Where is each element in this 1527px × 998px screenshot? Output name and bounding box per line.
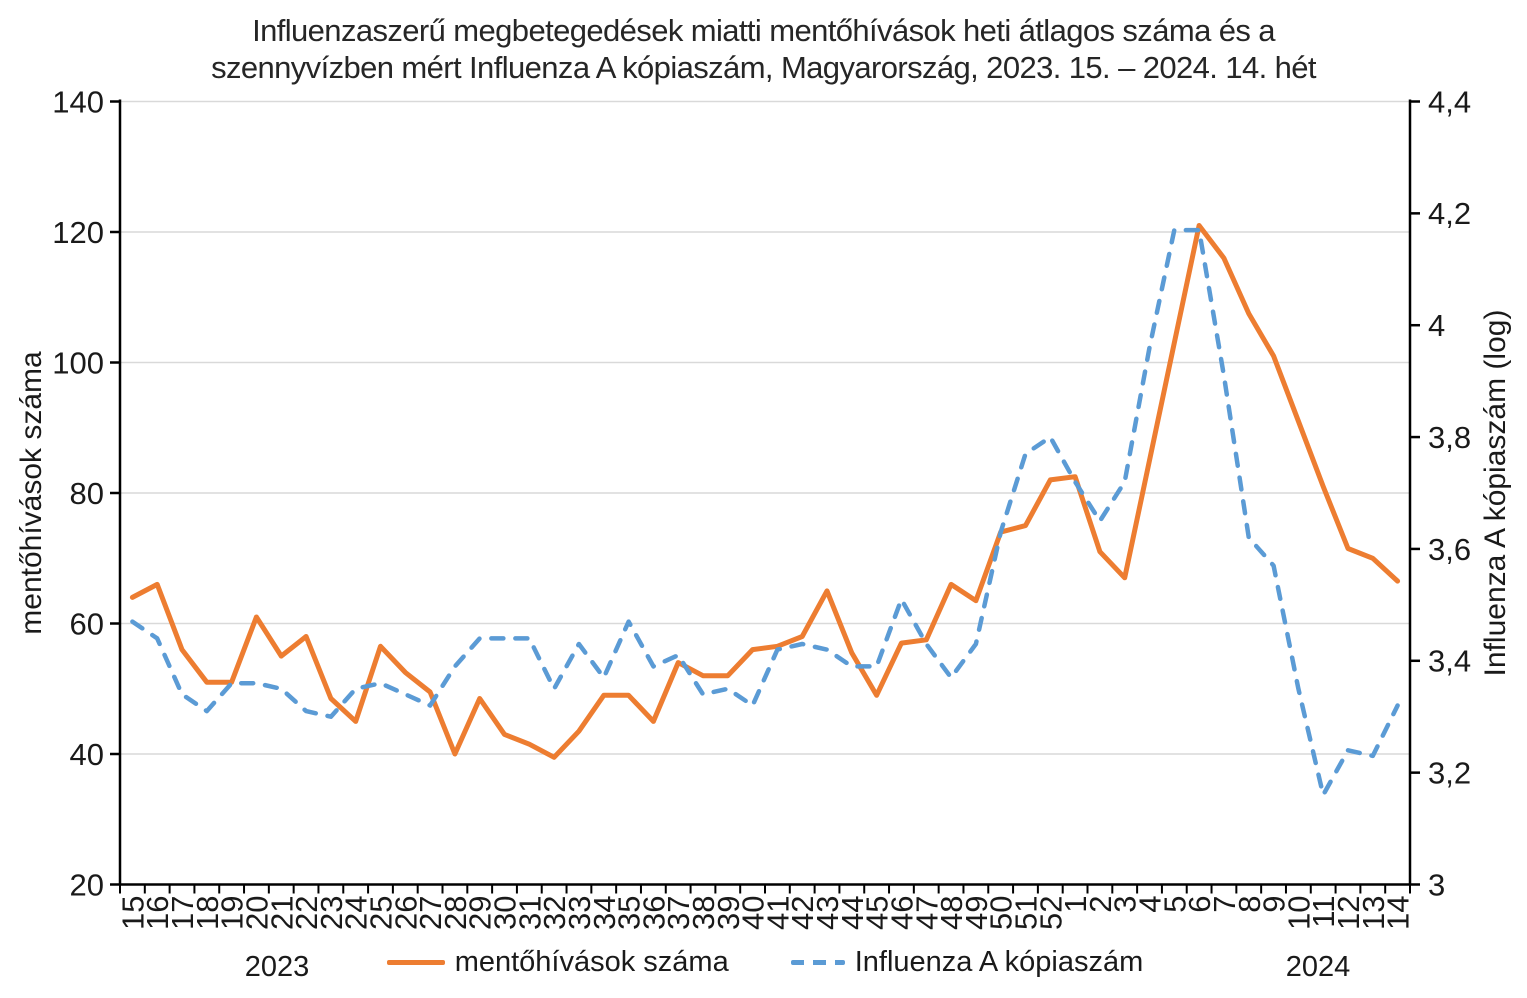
chart-title-line1: Influenzaszerű megbetegedések miatti men… (252, 13, 1275, 48)
x-axis-tick-label: 32 (537, 896, 572, 930)
right-axis-tick-label: 3,4 (1428, 644, 1471, 679)
left-axis-tick-label: 20 (70, 867, 104, 902)
x-axis-tick-label: 3 (1108, 896, 1143, 913)
series-line-mentohivasok (129, 223, 1401, 760)
chart-title-line2: szennyvízben mért Influenza A kópiaszám,… (211, 50, 1316, 85)
x-axis-tick-label: 27 (413, 896, 448, 930)
x-axis-tick-label: 4 (1133, 896, 1168, 913)
x-axis-tick-label: 33 (562, 896, 597, 930)
left-axis-tick-label: 60 (70, 606, 104, 641)
x-axis-tick-label: 40 (736, 896, 771, 930)
x-axis-tick-label: 8 (1232, 896, 1267, 913)
x-axis-tick-label: 46 (884, 896, 919, 930)
legend-item-influenza-a: Influenza A kópiaszám (790, 946, 1144, 979)
x-axis-tick-label: 9 (1257, 896, 1292, 913)
legend-label-mentohivasok: mentőhívások száma (454, 946, 729, 978)
x-axis-tick-label: 1 (1058, 896, 1093, 913)
x-axis-tick-label: 20 (239, 896, 274, 930)
x-axis-tick-label: 45 (860, 896, 895, 930)
x-axis-tick-label: 31 (512, 896, 547, 930)
x-axis-tick-label: 24 (339, 896, 374, 930)
legend-swatch-blue-dashed-line (790, 960, 845, 965)
right-axis-tick-label: 3,6 (1428, 532, 1471, 567)
x-axis-tick-label: 29 (463, 896, 498, 930)
legend-swatch-orange-line (386, 960, 445, 965)
left-axis-tick-label: 140 (52, 84, 104, 119)
x-axis-tick-label: 19 (215, 896, 250, 930)
x-axis-tick-label: 48 (934, 896, 969, 930)
left-axis-tick-label: 40 (70, 737, 104, 772)
chart-title: Influenzaszerű megbetegedések miatti men… (0, 12, 1527, 86)
legend-item-mentohivasok: mentőhívások száma (386, 946, 729, 979)
x-axis-tick-label: 18 (190, 896, 225, 930)
x-axis-tick-label: 21 (264, 896, 299, 930)
left-axis-tick-label: 100 (52, 345, 104, 380)
x-axis-tick-label: 51 (1008, 896, 1043, 930)
x-axis-tick-label: 10 (1281, 896, 1316, 930)
x-axis-tick-label: 36 (636, 896, 671, 930)
left-axis-tick-label: 120 (52, 215, 104, 250)
x-axis-tick-label: 34 (587, 896, 622, 930)
right-axis-tick-label: 4,2 (1428, 196, 1471, 231)
x-axis-tick-label: 44 (835, 896, 870, 930)
x-axis-tick-label: 50 (984, 896, 1019, 930)
x-axis-tick-label: 35 (612, 896, 647, 930)
x-axis-tick-label: 17 (165, 896, 200, 930)
x-axis-tick-label: 38 (686, 896, 721, 930)
gridlines (120, 100, 1410, 755)
x-axis-tick-label: 41 (760, 896, 795, 930)
left-axis-tick-label: 80 (70, 476, 104, 511)
x-axis-tick-label: 5 (1157, 896, 1192, 913)
x-axis-tick-label: 37 (661, 896, 696, 930)
x-axis-tick-label: 6 (1182, 896, 1217, 913)
x-axis-tick-label: 28 (438, 896, 473, 930)
x-axis-tick-label: 7 (1207, 896, 1242, 913)
right-axis-tick-label: 3,2 (1428, 755, 1471, 790)
x-axis-tick-label: 22 (289, 896, 324, 930)
series-line-influenza-a (130, 227, 1400, 798)
legend-label-influenza-a: Influenza A kópiaszám (854, 946, 1144, 978)
x-axis-tick-label: 49 (959, 896, 994, 930)
x-axis-tick-label: 25 (363, 896, 398, 930)
x-axis-tick-label: 2 (1083, 896, 1118, 913)
x-axis-tick-label: 30 (488, 896, 523, 930)
tick-marks (110, 100, 1420, 894)
x-axis-tick-label: 16 (140, 896, 175, 930)
year-label-2024: 2024 (1285, 951, 1351, 983)
right-axis-tick-label: 3,8 (1428, 420, 1471, 455)
year-label-2023: 2023 (244, 951, 310, 983)
right-axis-tick-label: 4 (1428, 308, 1445, 343)
right-axis-tick-label: 4,4 (1428, 84, 1471, 119)
x-axis-tick-label: 52 (1033, 896, 1068, 930)
axes (118, 99, 1412, 886)
x-axis-tick-label: 11 (1306, 896, 1341, 928)
right-axis-tick-label: 3 (1428, 867, 1445, 902)
x-axis-tick-label: 14 (1381, 896, 1416, 930)
x-axis-tick-label: 42 (785, 896, 820, 930)
x-axis-tick-label: 26 (388, 896, 423, 930)
x-axis-tick-label: 12 (1331, 896, 1366, 930)
axis-labels: 140120100806040204,44,243,83,63,43,23151… (52, 84, 1471, 930)
x-axis-tick-label: 39 (711, 896, 746, 930)
legend: mentőhívások száma Influenza A kópiaszám (120, 946, 1410, 979)
x-axis-tick-label: 47 (909, 896, 944, 930)
x-axis-tick-label: 15 (115, 896, 150, 930)
x-axis-tick-label: 43 (810, 896, 845, 930)
x-axis-tick-label: 13 (1356, 896, 1391, 930)
x-axis-tick-label: 23 (314, 896, 349, 930)
